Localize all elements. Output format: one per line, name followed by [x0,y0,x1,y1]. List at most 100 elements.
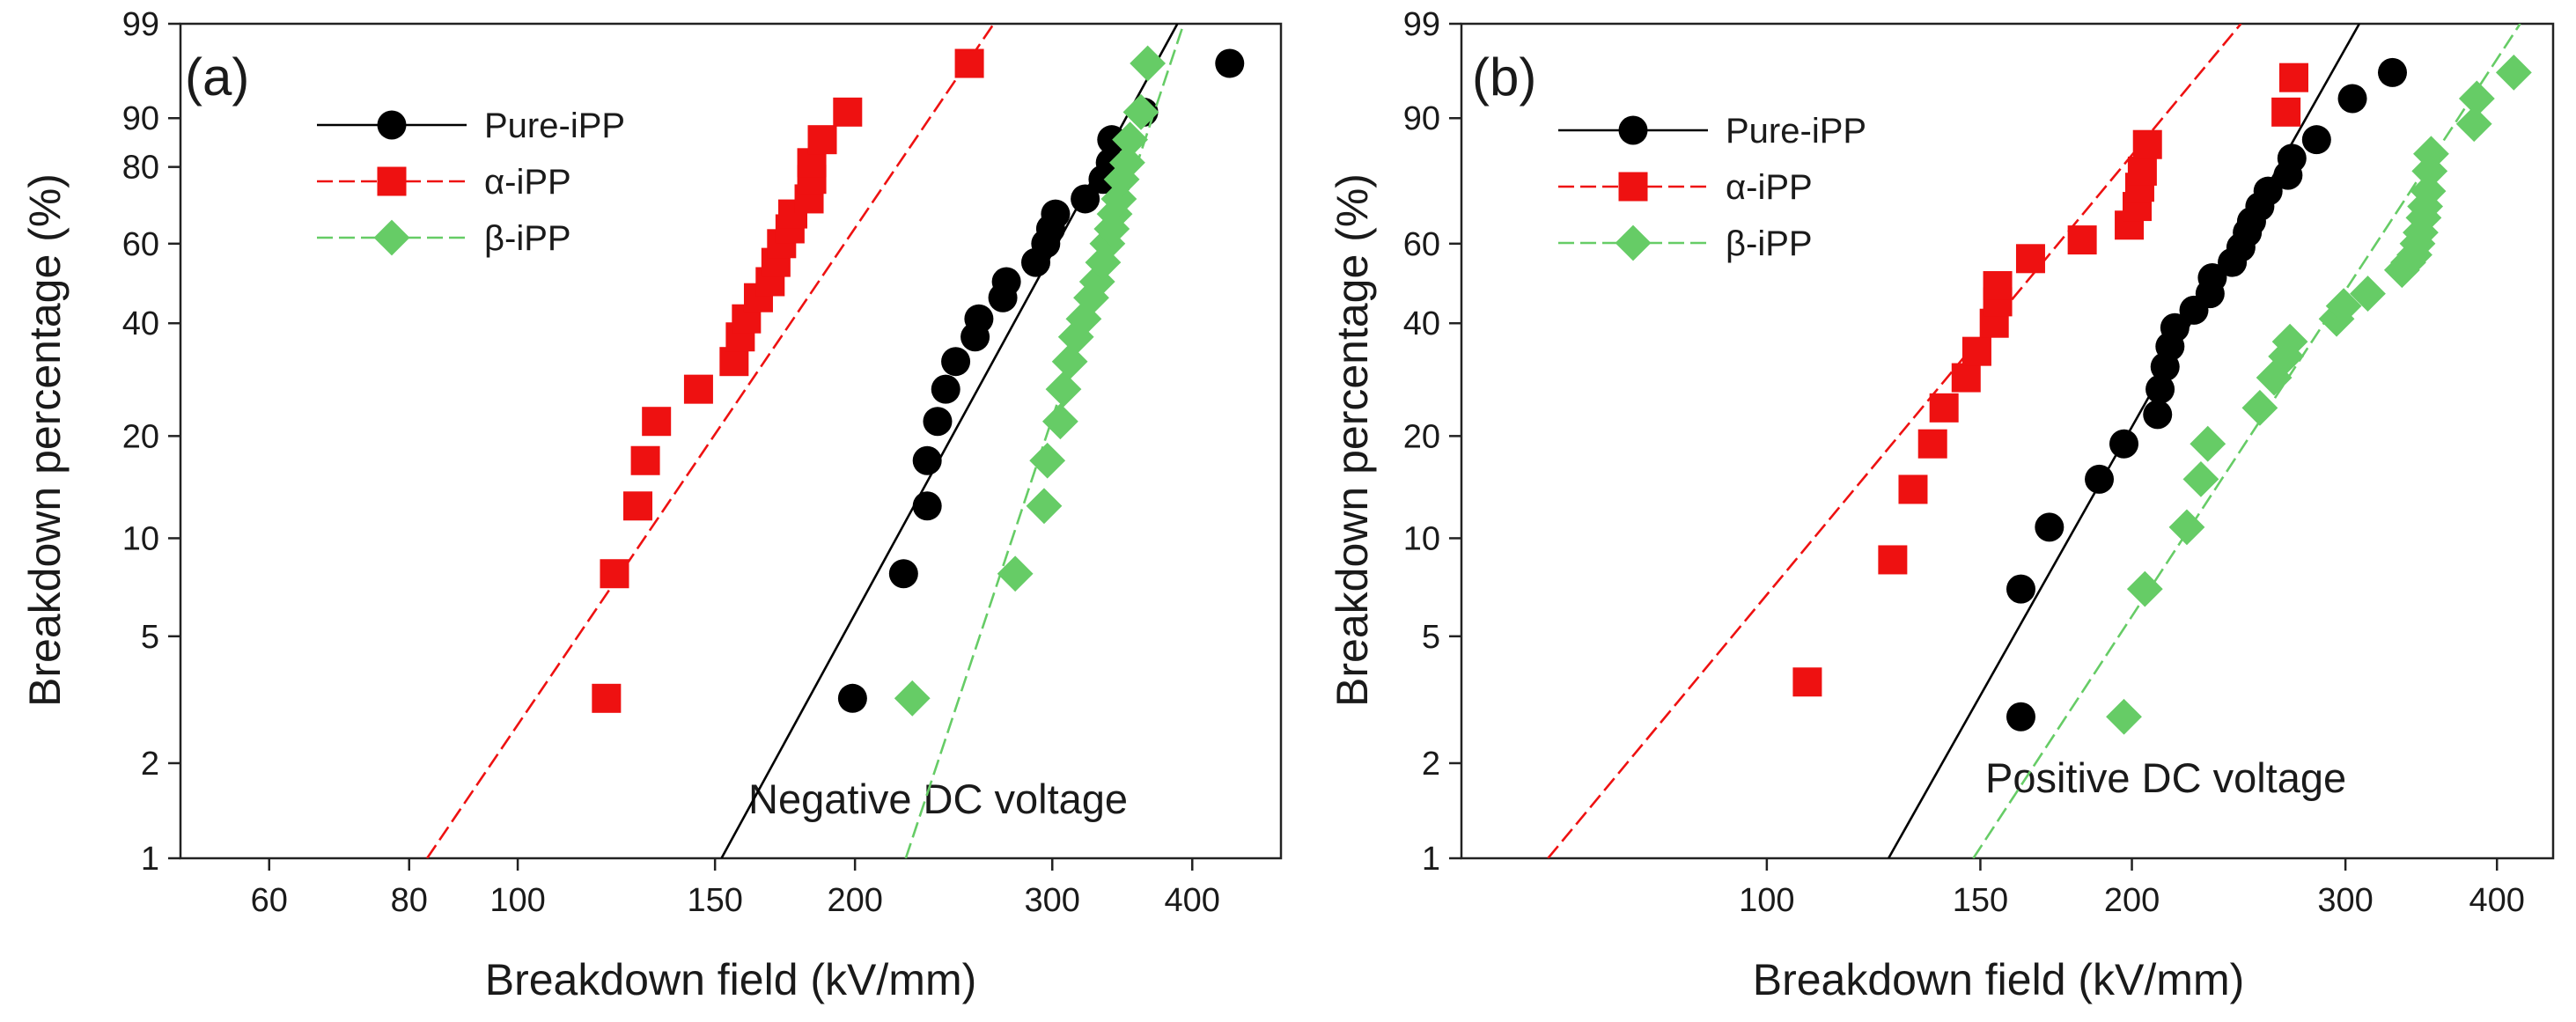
data-point [1215,48,1245,78]
data-point [2278,62,2308,92]
condition-annotation: Positive DC voltage [1985,754,2346,801]
data-point [642,407,672,437]
y-tick-label: 2 [1422,746,1440,783]
data-point [1878,545,1908,575]
x-tick-label: 400 [2469,882,2525,919]
data-point [2168,509,2205,546]
data-point [941,347,971,377]
data-point [2277,143,2307,173]
data-point [2160,312,2190,342]
data-point [964,304,994,334]
legend-marker [1615,224,1652,261]
data-point [1089,225,1126,262]
y-tick-label: 60 [122,226,159,263]
y-tick-label: 80 [122,150,159,187]
y-tick-label: 60 [1403,226,1440,263]
data-point [2337,84,2367,114]
y-tick-label: 90 [1403,100,1440,137]
fit-line [904,24,1185,858]
data-point [1051,343,1088,380]
series--ipp [1972,24,2532,858]
legend-marker [377,110,407,140]
data-point [2350,276,2386,312]
data-point [630,445,660,475]
data-point [2127,156,2157,186]
x-tick-label: 200 [827,882,882,919]
series-pure-ipp [1888,24,2407,858]
y-tick-label: 40 [1403,305,1440,342]
data-point [2109,429,2139,459]
x-tick-label: 100 [489,882,545,919]
y-tick-label: 90 [122,100,159,137]
data-point [1898,474,1928,504]
data-point [2271,323,2308,360]
data-point [623,491,653,521]
y-tick-label: 20 [1403,418,1440,455]
x-tick-label: 100 [1739,882,1794,919]
legend-label: α-iPP [1726,168,1813,207]
series-pure-ipp [720,24,1245,858]
legend-marker [377,166,407,196]
panel-label: (a) [185,48,249,107]
data-point [954,48,984,78]
series--ipp [426,24,995,858]
data-point [1078,263,1115,300]
plot-frame [179,22,1283,860]
data-point [2085,464,2115,494]
legend-label: β-iPP [1726,224,1813,263]
y-tick-label: 40 [122,305,159,342]
data-point [2271,97,2301,127]
y-tick-label: 2 [141,746,159,783]
panel-label: (b) [1472,48,1536,107]
x-tick-label: 200 [2104,882,2160,919]
data-point [912,445,942,475]
data-point [2458,80,2495,117]
y-tick-label: 10 [1403,520,1440,557]
data-point [1073,279,1109,316]
data-point [833,97,863,127]
legend-marker [373,219,410,256]
data-point [894,680,931,717]
data-point [1029,442,1066,479]
y-tick-label: 5 [141,619,159,656]
x-tick-label: 400 [1165,882,1220,919]
data-point [2495,55,2532,91]
data-point [2325,288,2362,325]
data-point [1112,121,1148,158]
data-point [2407,188,2444,224]
series--ipp [1547,24,2308,858]
y-tick-label: 5 [1422,619,1440,656]
data-point [1096,195,1133,232]
legend-marker [1618,115,1648,145]
plot-frame [1460,22,2555,860]
data-point [2182,460,2219,497]
legend-label: β-iPP [484,219,571,258]
data-point [997,555,1034,592]
y-tick-label: 10 [122,520,159,557]
data-point [912,491,942,521]
data-point [1097,125,1127,155]
y-tick-label: 99 [1403,6,1440,43]
data-point [600,559,629,589]
x-axis-title: Breakdown field (kV/mm) [1753,955,2245,1004]
y-tick-label: 20 [122,418,159,455]
data-point [1961,336,1991,366]
series--ipp [894,24,1185,858]
legend-label: α-iPP [484,163,571,202]
data-point [1917,429,1947,459]
data-point [888,559,918,589]
panel-b-chart: 100 150 200 300 400 1 2 5 10 20 40 60 90 99 Breakdown … [1328,6,2555,1004]
data-point [1792,667,1822,697]
data-point [923,407,953,437]
data-point [2377,57,2407,87]
data-point [1045,371,1082,408]
data-point [2253,176,2283,206]
data-point [2455,106,2492,143]
data-point [2132,129,2162,159]
data-point [1122,93,1159,130]
data-point [719,347,749,377]
data-point [2410,173,2447,210]
x-tick-label: 300 [2317,882,2373,919]
data-point [2067,225,2097,255]
